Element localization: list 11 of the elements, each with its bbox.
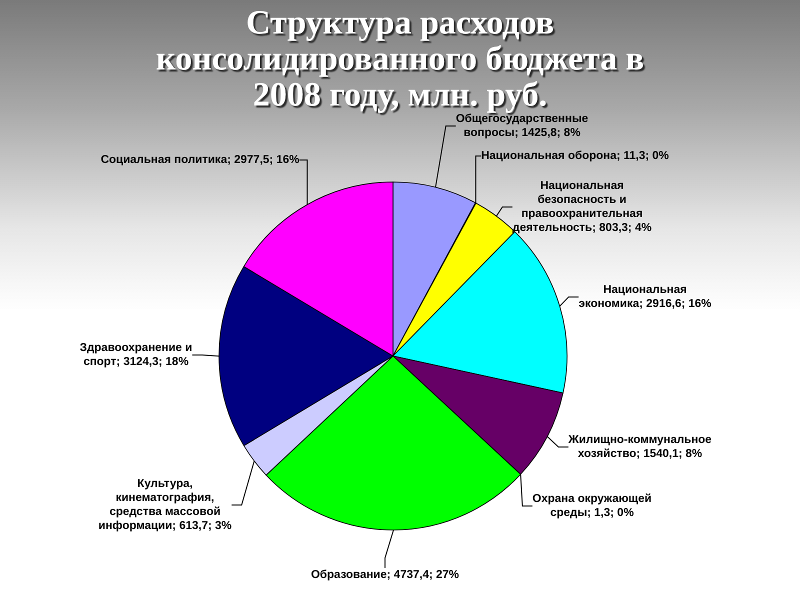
slice-label: Национальная оборона; 11,3; 0% bbox=[481, 150, 669, 162]
slice-label: Жилищно-коммунальное хозяйство; 1540,1; 8% bbox=[567, 434, 712, 460]
slice-label: Здравоохранение и спорт; 3124,3; 18% bbox=[80, 342, 192, 368]
slice-label: Социальная политика; 2977,5; 16% bbox=[100, 154, 300, 166]
slice-label: Общегосударственные вопросы; 1425,8; 8% bbox=[456, 113, 588, 139]
chart-title: Структура расходов консолидированного бюджета в 2008 году, млн. руб. bbox=[156, 4, 644, 114]
slice-label: Национальная безопасность и правоохранительная деятельность; 803,3; 4% bbox=[512, 180, 652, 234]
slice-label: Культура, кинематография, средства массовой информации; 613,7; 3% bbox=[98, 478, 232, 532]
slice-label: Охрана окружающей среды; 1,3; 0% bbox=[532, 493, 652, 519]
slice-label: Национальная экономика; 2916,6; 16% bbox=[578, 284, 712, 310]
slice-label: Образование; 4737,4; 27% bbox=[310, 569, 460, 581]
